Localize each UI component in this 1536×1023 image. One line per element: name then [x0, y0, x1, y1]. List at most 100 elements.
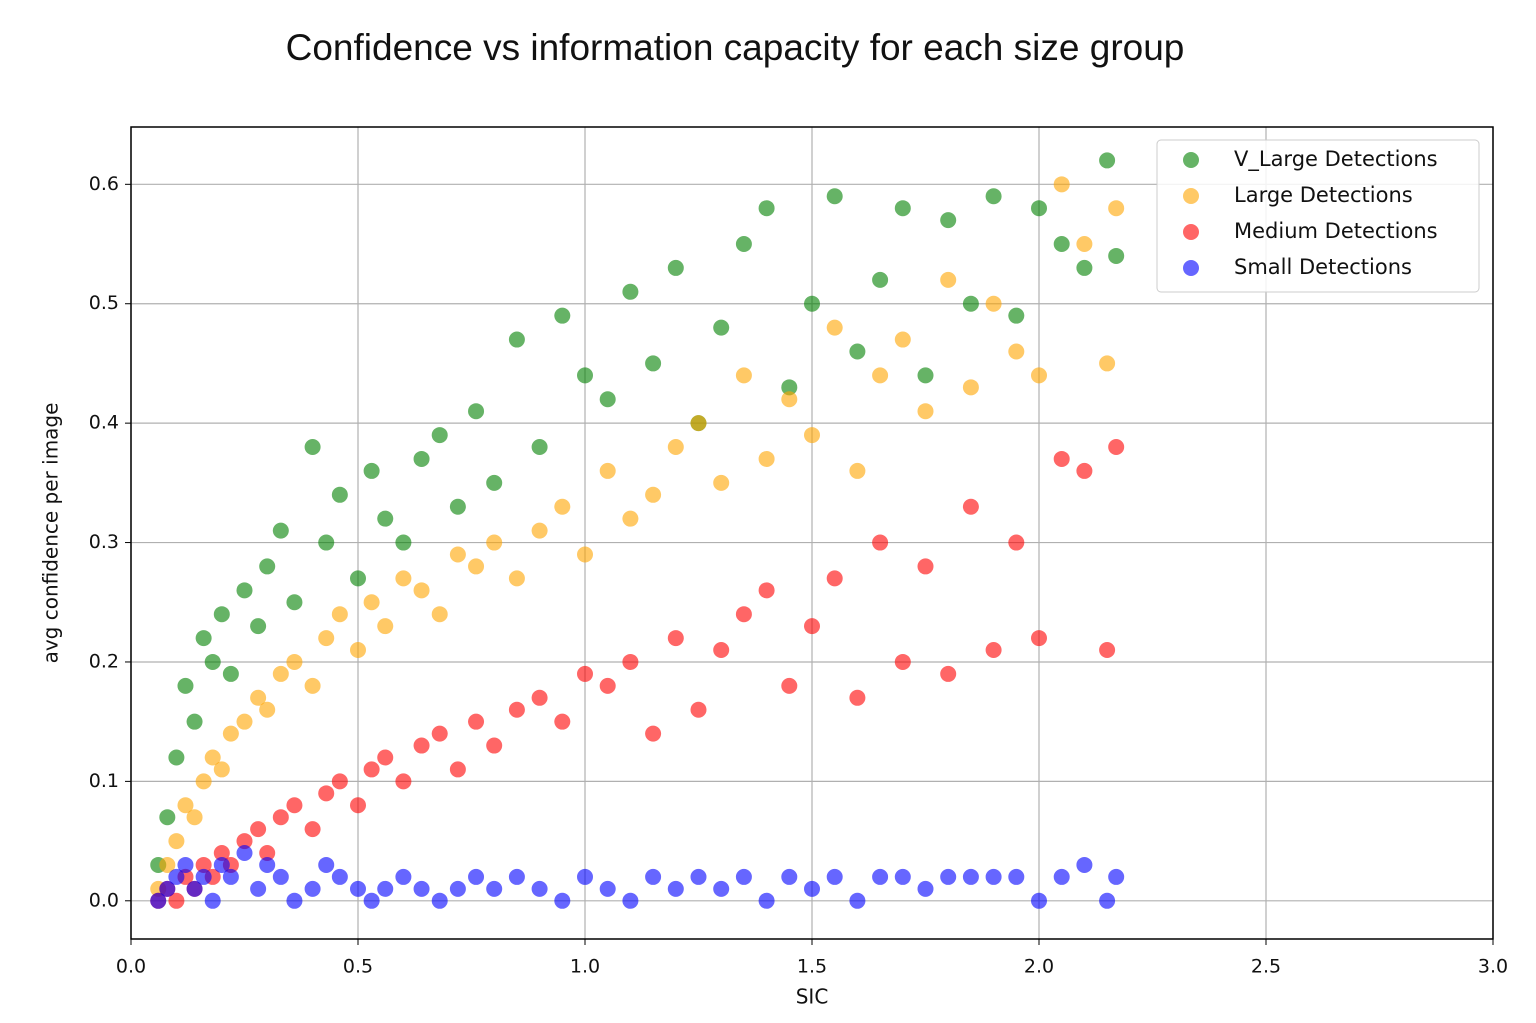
point	[204, 892, 221, 909]
point	[186, 713, 203, 730]
legend-box	[1156, 139, 1480, 293]
point	[350, 797, 366, 814]
point	[195, 868, 212, 885]
point	[781, 868, 798, 885]
point	[318, 785, 335, 802]
y-tick-label: 0.5	[89, 292, 119, 314]
legend: V_Large Detections Large Detections Medium…	[1156, 139, 1480, 293]
legend-label: Medium Detections	[1234, 219, 1438, 243]
point	[350, 642, 366, 659]
point	[168, 892, 185, 909]
point	[849, 689, 866, 706]
point	[449, 761, 466, 778]
point	[449, 880, 466, 897]
point	[804, 427, 820, 444]
point	[531, 522, 548, 539]
point	[713, 319, 730, 336]
point	[177, 797, 194, 814]
point	[1099, 355, 1116, 372]
point	[735, 868, 752, 885]
point	[250, 689, 267, 706]
point	[377, 510, 394, 527]
point	[177, 677, 194, 694]
point	[331, 486, 348, 503]
point	[236, 845, 253, 862]
point	[186, 809, 203, 826]
point	[1099, 892, 1116, 909]
point	[150, 892, 167, 909]
point	[1053, 868, 1070, 885]
point	[1053, 236, 1070, 253]
point	[195, 773, 212, 790]
legend-marker	[1183, 260, 1199, 276]
point	[781, 677, 798, 694]
legend-label: Small Detections	[1234, 255, 1412, 279]
point	[449, 498, 466, 515]
legend-label: V_Large Detections	[1234, 147, 1438, 172]
point	[1008, 868, 1025, 885]
point	[826, 319, 843, 336]
legend-marker	[1183, 224, 1199, 240]
point	[286, 594, 303, 611]
point	[377, 880, 394, 897]
point	[781, 379, 798, 396]
point	[917, 558, 934, 575]
point	[985, 295, 1002, 312]
point	[1031, 630, 1047, 647]
point	[222, 868, 239, 885]
point	[917, 403, 934, 420]
x-tick-label: 1.0	[570, 956, 600, 978]
point	[286, 653, 303, 670]
point	[849, 892, 866, 909]
point	[431, 606, 448, 623]
point	[213, 845, 230, 862]
point	[395, 570, 412, 587]
point	[159, 856, 176, 873]
x-tick-label: 0.0	[116, 956, 146, 978]
y-tick-label: 0.0	[89, 889, 119, 911]
point	[554, 892, 571, 909]
point	[690, 415, 707, 432]
point	[531, 880, 548, 897]
point	[554, 498, 571, 515]
point	[599, 880, 616, 897]
point	[667, 880, 684, 897]
point	[735, 236, 752, 253]
point	[1053, 450, 1070, 467]
y-tick-label: 0.2	[89, 650, 119, 672]
point	[622, 653, 639, 670]
point	[468, 558, 485, 575]
point	[826, 868, 843, 885]
point	[508, 331, 525, 348]
point	[667, 259, 684, 276]
point	[318, 630, 335, 647]
point	[413, 880, 430, 897]
point	[286, 797, 303, 814]
point	[363, 462, 380, 479]
point	[331, 868, 348, 885]
point	[272, 868, 289, 885]
point	[872, 868, 889, 885]
x-tick-label: 2.0	[1024, 956, 1054, 978]
point	[363, 892, 380, 909]
point	[259, 558, 276, 575]
point	[395, 868, 412, 885]
point	[962, 295, 979, 312]
point	[690, 868, 707, 885]
point	[940, 271, 957, 288]
point	[363, 761, 380, 778]
point	[713, 880, 730, 897]
point	[486, 474, 503, 491]
point	[1008, 343, 1025, 360]
point	[599, 391, 616, 408]
point	[735, 367, 752, 384]
point	[713, 474, 730, 491]
point	[894, 331, 911, 348]
point	[350, 570, 366, 587]
point	[413, 737, 430, 754]
point	[758, 200, 775, 217]
point	[508, 701, 525, 718]
legend-marker	[1183, 188, 1199, 204]
point	[272, 522, 289, 539]
point	[304, 821, 321, 838]
